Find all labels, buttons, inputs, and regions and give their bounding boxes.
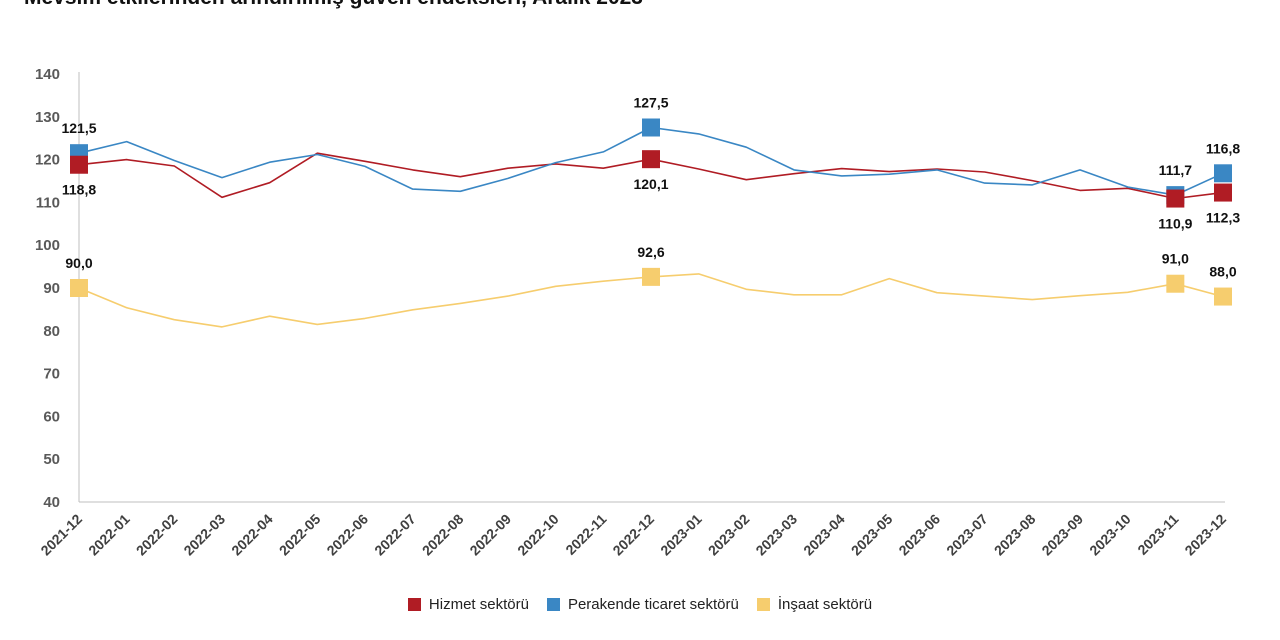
x-tick-label: 2023-11 (1134, 511, 1181, 558)
x-tick-label: 2022-11 (562, 511, 609, 558)
y-tick-label: 120 (35, 152, 60, 169)
x-tick-label: 2023-04 (800, 511, 848, 559)
data-markers: 118,8 121,5 90,0 120,1 127,5 92,6 110,9 111,7 91… (61, 95, 1240, 306)
x-tick-label: 2023-07 (943, 511, 991, 559)
legend-label-perakende: Perakende ticaret sektörü (567, 596, 739, 613)
data-label: 110,9 (1158, 216, 1192, 232)
x-tick-label: 2022-10 (514, 511, 562, 559)
y-tick-label: 140 (35, 66, 60, 83)
data-label: 91,0 (1162, 251, 1189, 267)
y-tick-label: 40 (43, 494, 60, 511)
data-marker (1214, 164, 1232, 183)
x-tick-label: 2021-12 (37, 511, 85, 559)
data-marker (1166, 189, 1185, 208)
y-tick-label: 130 (35, 109, 60, 126)
legend-label-hizmet: Hizmet sektörü (428, 596, 529, 613)
legend-item-hizmet[interactable]: Hizmet sektörü (407, 596, 529, 613)
y-tick-label: 90 (43, 280, 60, 297)
x-tick-label: 2022-09 (466, 511, 514, 559)
data-label: 116,8 (1206, 140, 1240, 156)
x-tick-label: 2022-07 (371, 511, 419, 559)
chart-title: Mevsim etkilerinden arındırılmış güven e… (24, 0, 643, 10)
x-tick-label: 2023-08 (991, 511, 1039, 559)
data-label: 127,5 (633, 95, 668, 111)
legend-label-insaat: İnşaat sektörü (777, 596, 873, 613)
x-tick-label: 2023-12 (1181, 511, 1229, 559)
x-tick-label: 2022-05 (276, 511, 324, 559)
data-label: 92,6 (637, 244, 664, 260)
x-tick-label: 2022-02 (133, 511, 181, 559)
x-tick-label: 2023-09 (1038, 511, 1086, 559)
data-label: 90,0 (65, 255, 92, 271)
x-tick-label: 2023-03 (752, 511, 800, 559)
data-label: 111,7 (1159, 162, 1193, 178)
x-tick-label: 2023-05 (848, 511, 896, 559)
data-marker (1166, 274, 1185, 293)
y-tick-label: 80 (43, 323, 60, 340)
y-tick-label: 100 (35, 237, 60, 254)
x-tick-label: 2023-10 (1086, 511, 1134, 559)
data-marker (70, 155, 88, 174)
data-marker (70, 279, 88, 297)
data-label: 88,0 (1209, 264, 1236, 280)
legend-swatch-insaat (756, 598, 770, 611)
y-tick-label: 50 (43, 451, 60, 468)
legend-item-insaat[interactable]: İnşaat sektörü (756, 596, 873, 613)
legend-swatch-hizmet (407, 598, 421, 611)
y-tick-label: 70 (43, 366, 60, 383)
x-tick-label: 2022-01 (85, 511, 133, 559)
x-tick-label: 2022-12 (609, 511, 657, 559)
data-label: 120,1 (633, 176, 668, 192)
x-tick-label: 2023-06 (895, 511, 943, 559)
data-marker (642, 150, 660, 169)
data-label: 118,8 (62, 182, 96, 198)
x-tick-label: 2023-01 (657, 511, 705, 559)
x-tick-label: 2023-02 (705, 511, 753, 559)
data-marker (1214, 287, 1232, 306)
data-label: 121,5 (61, 120, 96, 136)
legend-swatch-perakende (546, 598, 560, 611)
x-tick-label: 2022-03 (180, 511, 228, 559)
data-label: 112,3 (1206, 210, 1240, 226)
data-marker (642, 118, 660, 137)
legend: Hizmet sektörü Perakende ticaret sektörü… (0, 596, 1280, 613)
data-marker (642, 267, 660, 286)
data-marker (1214, 183, 1232, 202)
x-tick-label: 2022-08 (419, 511, 467, 559)
y-tick-label: 110 (36, 194, 60, 211)
y-tick-label: 60 (43, 408, 60, 425)
x-tick-label: 2022-04 (228, 511, 276, 559)
legend-item-perakende[interactable]: Perakende ticaret sektörü (546, 596, 739, 613)
x-tick-label: 2022-06 (323, 511, 371, 559)
